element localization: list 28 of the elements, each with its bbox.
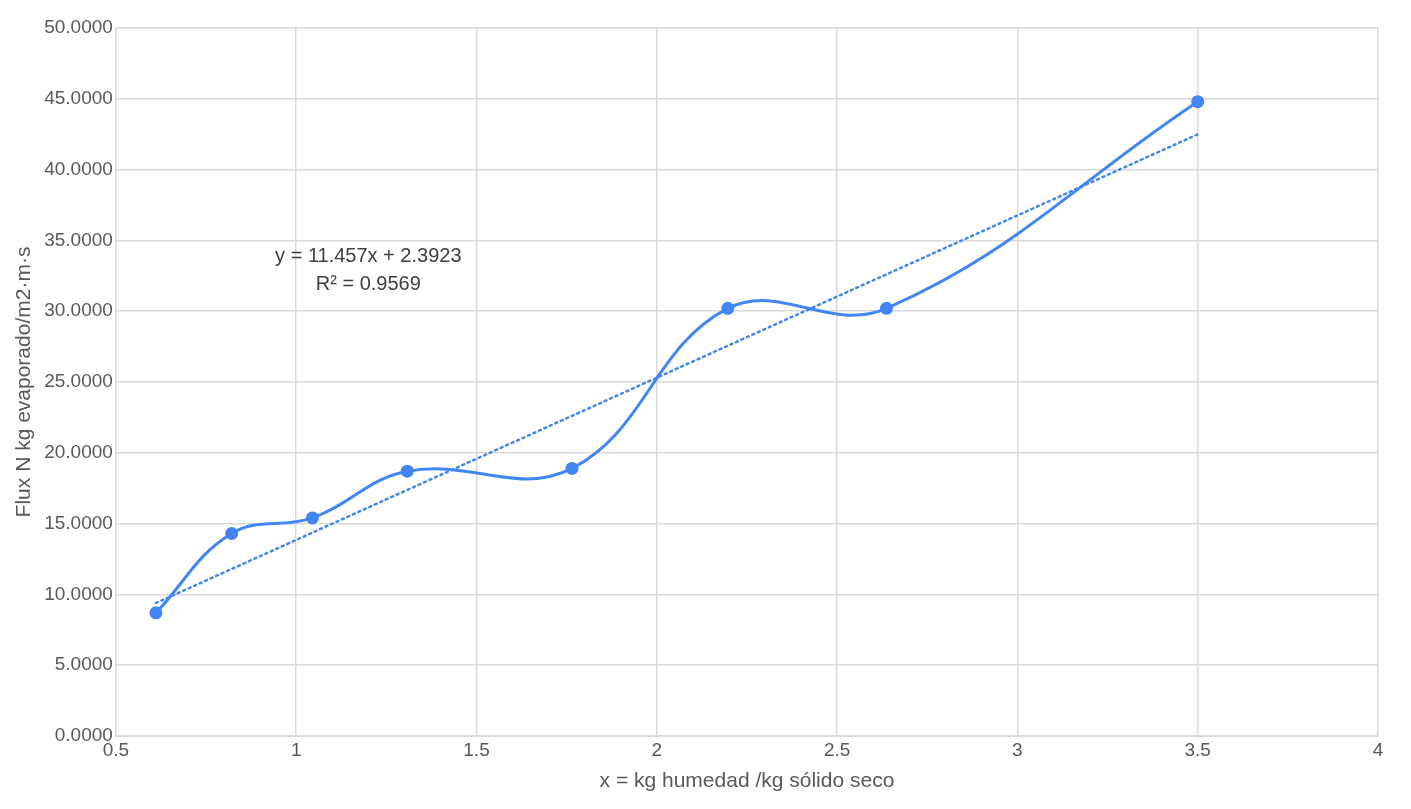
y-tick-label: 20.0000 xyxy=(44,441,113,463)
y-tick-label: 40.0000 xyxy=(44,157,113,179)
point xyxy=(721,301,735,315)
point xyxy=(149,606,163,620)
x-axis-title: x = kg humedad /kg sólido seco xyxy=(599,768,895,792)
y-tick-label: 30.0000 xyxy=(44,299,113,321)
point xyxy=(879,301,893,315)
y-tick-label: 15.0000 xyxy=(44,511,113,533)
y-tick-label: 50.0000 xyxy=(44,16,113,38)
y-tick-label: 35.0000 xyxy=(44,228,113,250)
x-tick-label: 2 xyxy=(651,738,663,760)
x-tick-label: 1.5 xyxy=(463,738,490,760)
x-tick-label: 1 xyxy=(290,738,302,760)
annotation: y = 11.457x + 2.3923 R² = 0.9569 xyxy=(275,243,462,294)
y-tick-label: 5.0000 xyxy=(54,653,113,675)
point xyxy=(225,527,239,541)
x-tick-label: 2.5 xyxy=(823,738,851,760)
point xyxy=(400,464,414,478)
y-axis-title: Flux N kg evaporado/m2·m·s xyxy=(11,246,35,518)
x-tick-label: 3 xyxy=(1012,738,1023,760)
y-tick-label: 25.0000 xyxy=(44,370,113,392)
point xyxy=(565,461,579,475)
y-tick-label: 10.0000 xyxy=(44,582,113,604)
point xyxy=(305,511,319,525)
y-tick-label: 45.0000 xyxy=(44,87,113,109)
x-tick-label: 4 xyxy=(1372,738,1384,760)
point xyxy=(1191,95,1205,109)
x-tick-label: 3.5 xyxy=(1184,738,1211,760)
